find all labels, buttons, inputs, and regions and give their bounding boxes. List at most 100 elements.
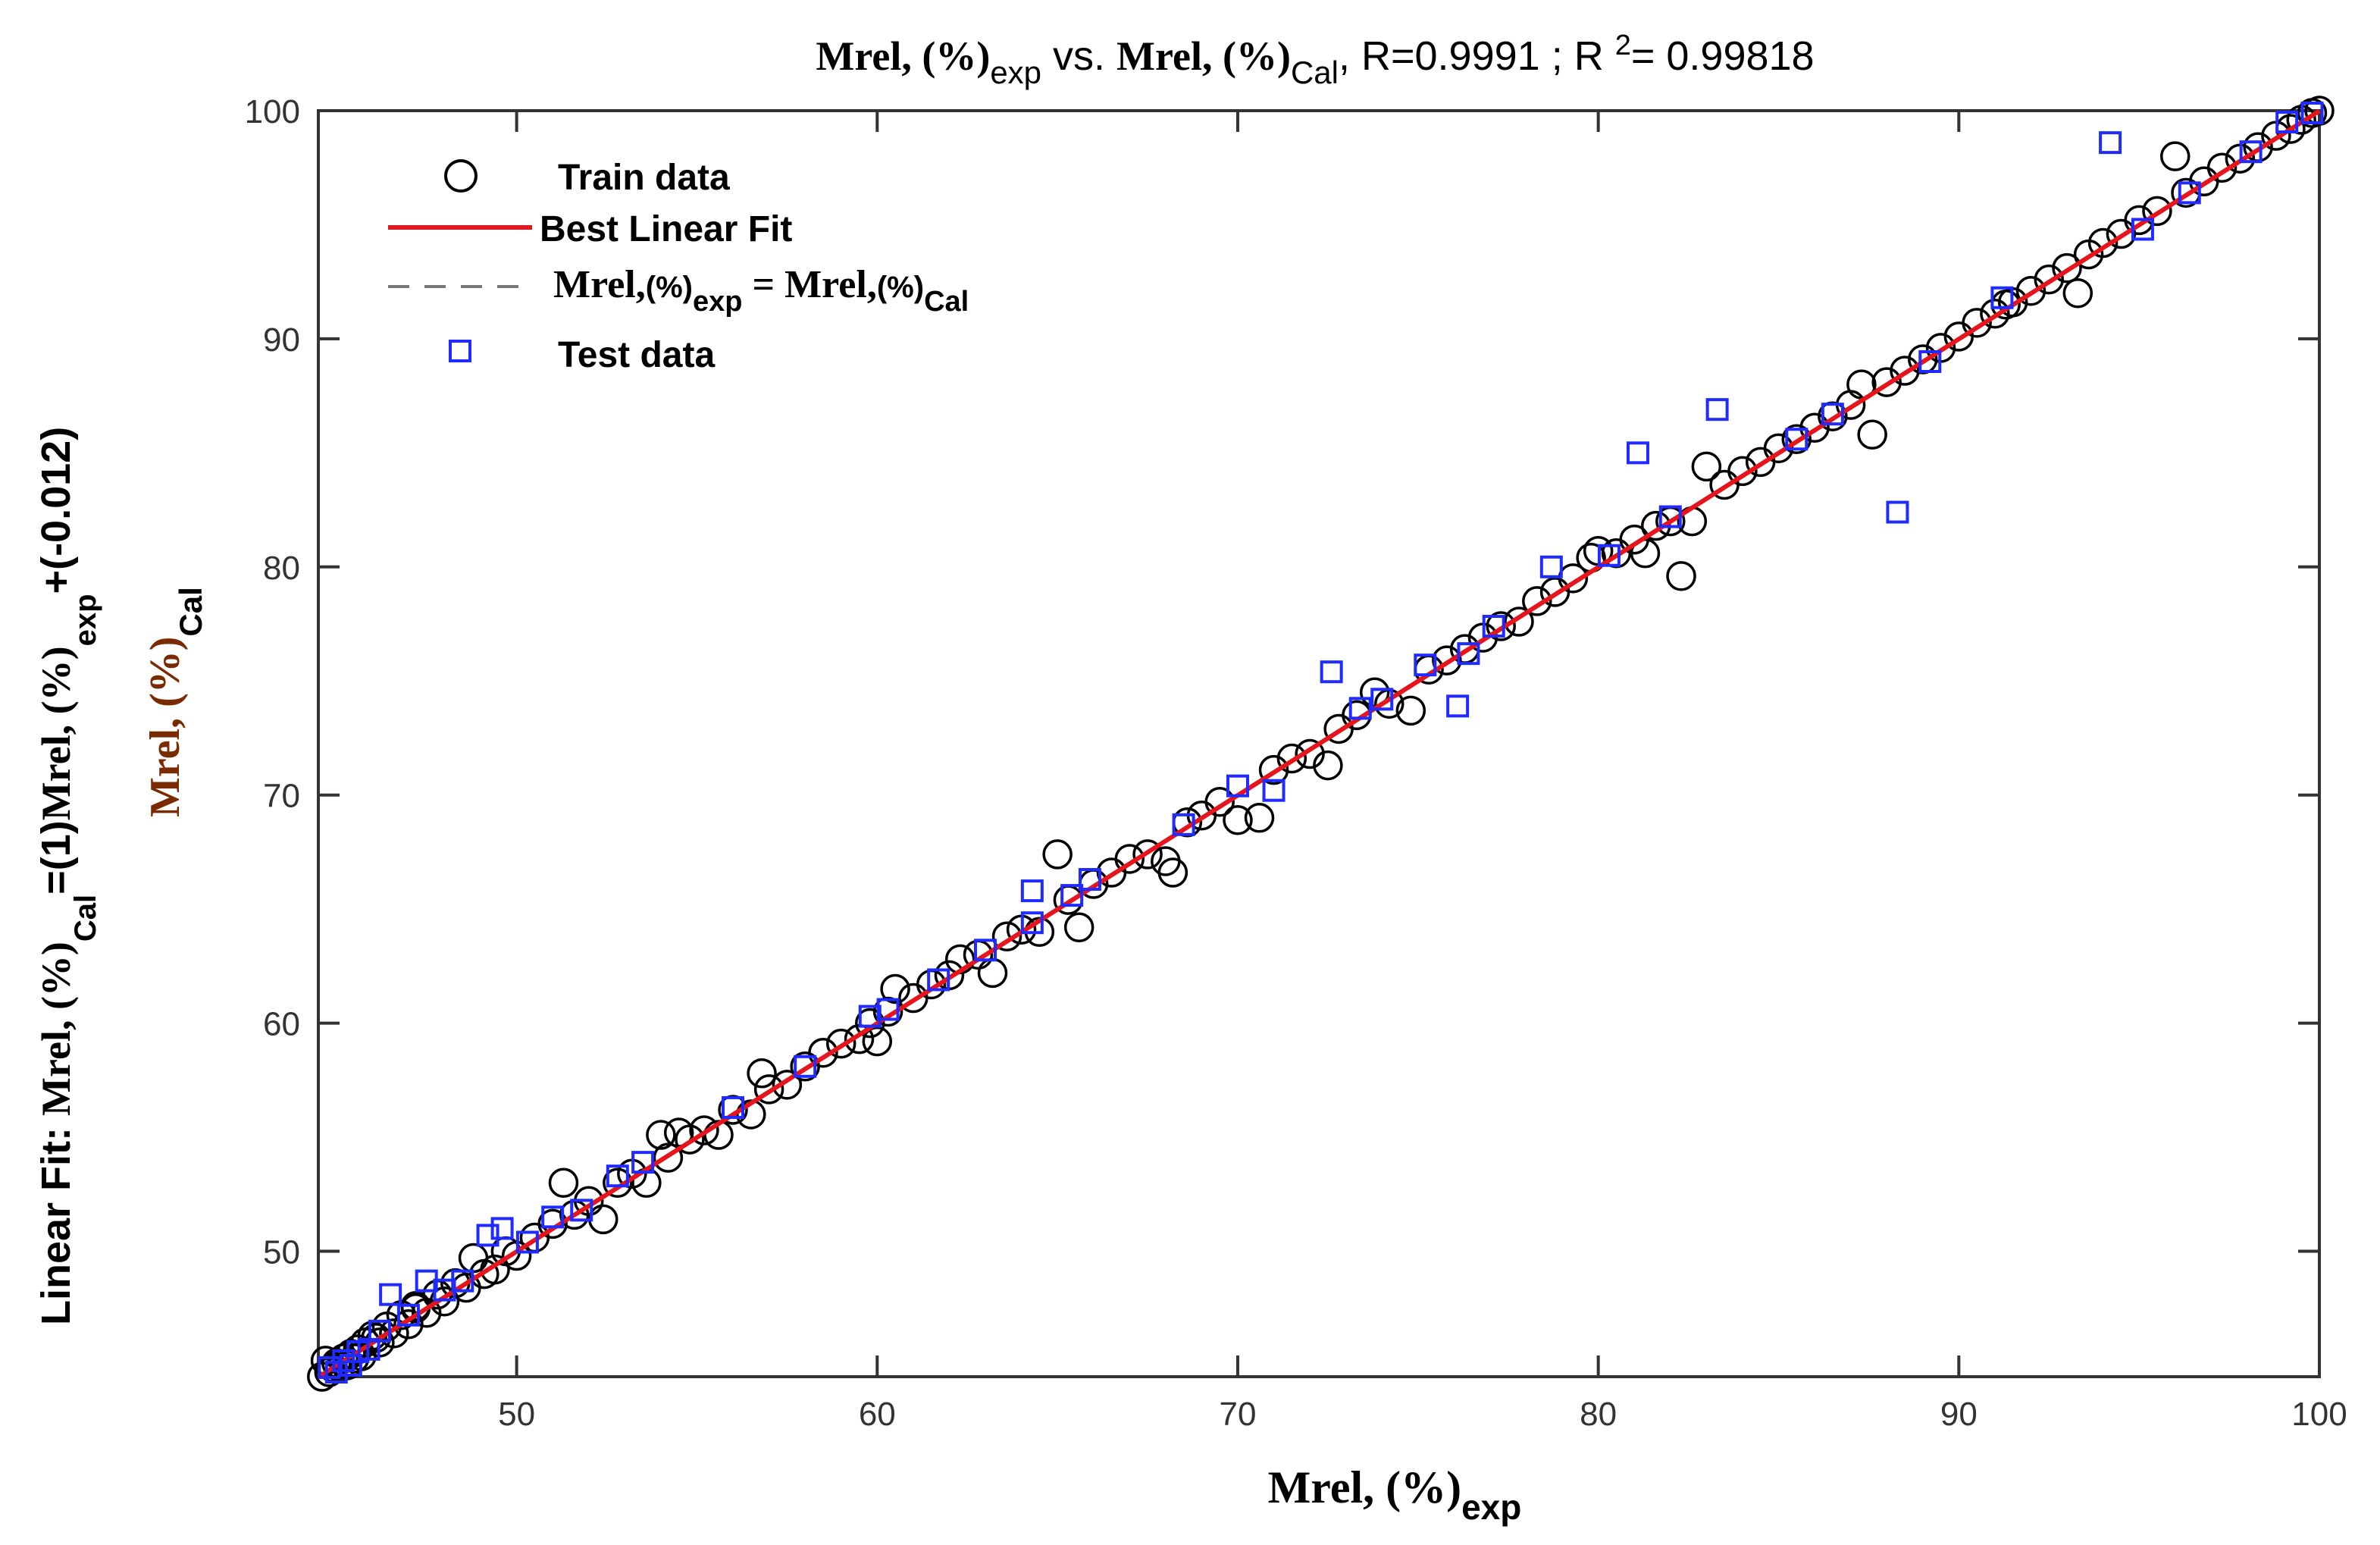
train-point bbox=[1522, 586, 1552, 616]
train-point bbox=[747, 1058, 777, 1089]
x-axis-label: Mrel, (%)exp bbox=[1268, 1462, 1522, 1527]
test-point bbox=[541, 1205, 565, 1229]
test-point bbox=[1482, 615, 1505, 638]
y-tick-label: 60 bbox=[263, 1006, 300, 1043]
train-point bbox=[808, 1037, 838, 1068]
train-point bbox=[1244, 803, 1275, 833]
train-point bbox=[480, 1254, 510, 1285]
train-point bbox=[2206, 152, 2238, 183]
test-point bbox=[1539, 555, 1563, 578]
test-point bbox=[1060, 884, 1084, 907]
test-point bbox=[1705, 398, 1729, 422]
train-point bbox=[1857, 419, 1887, 450]
train-point bbox=[1223, 805, 1253, 835]
train-point bbox=[1204, 786, 1235, 817]
train-point bbox=[1114, 844, 1145, 874]
legend-test-label: Test data bbox=[558, 335, 715, 375]
test-point bbox=[1626, 441, 1649, 465]
train-point bbox=[880, 973, 910, 1004]
train-point bbox=[2159, 141, 2191, 171]
train-point bbox=[1132, 839, 1163, 870]
test-point bbox=[379, 1283, 402, 1306]
legend-test-marker bbox=[449, 340, 471, 362]
test-point bbox=[2131, 218, 2154, 241]
test-point bbox=[1414, 653, 1437, 677]
legend: Train data Best Linear Fit Mrel,(%)exp =… bbox=[388, 158, 969, 375]
train-point bbox=[1313, 750, 1343, 781]
train-point bbox=[1691, 451, 1722, 482]
test-point bbox=[1886, 500, 1909, 524]
x-tick-label: 100 bbox=[2291, 1396, 2347, 1433]
legend-ideal-label: Mrel,(%)exp = Mrel,(%)Cal bbox=[553, 263, 969, 318]
y-axis-label-line1: Linear Fit: Mrel, (%)Cal=(1)Mrel, (%)exp… bbox=[33, 427, 102, 1325]
test-point bbox=[1597, 544, 1621, 567]
test-point bbox=[2275, 111, 2299, 134]
train-point bbox=[1395, 695, 1426, 726]
train-point bbox=[1799, 412, 1830, 443]
x-tick-label: 80 bbox=[1580, 1396, 1617, 1433]
test-point bbox=[1370, 688, 1394, 711]
train-point bbox=[1042, 839, 1073, 870]
test-point bbox=[1226, 774, 1249, 798]
x-tick-label: 70 bbox=[1219, 1396, 1256, 1433]
test-point bbox=[927, 968, 950, 992]
y-tick-label: 80 bbox=[263, 550, 300, 587]
test-point bbox=[368, 1319, 391, 1343]
train-point bbox=[689, 1115, 719, 1145]
train-point bbox=[2015, 275, 2046, 306]
test-point bbox=[2300, 102, 2324, 125]
test-point bbox=[1821, 403, 1844, 426]
train-point bbox=[653, 1142, 684, 1173]
test-point bbox=[490, 1217, 514, 1240]
train-point bbox=[1486, 611, 1516, 641]
y-tick-label: 90 bbox=[263, 321, 300, 359]
train-point bbox=[1727, 456, 1758, 487]
train-point bbox=[379, 1318, 409, 1349]
test-point bbox=[1262, 779, 1286, 802]
test-point bbox=[631, 1151, 655, 1174]
train-point bbox=[862, 1026, 893, 1057]
test-point bbox=[794, 1055, 817, 1078]
train-point bbox=[548, 1167, 579, 1198]
test-point bbox=[570, 1199, 593, 1222]
test-point bbox=[476, 1224, 499, 1247]
test-point bbox=[515, 1230, 539, 1254]
train-point bbox=[1276, 743, 1307, 774]
train-point bbox=[2062, 277, 2093, 309]
train-point bbox=[2142, 196, 2172, 227]
train-point bbox=[393, 1309, 424, 1340]
train-point bbox=[753, 1074, 784, 1105]
train-point bbox=[1558, 563, 1589, 594]
train-point bbox=[429, 1286, 460, 1317]
train-point bbox=[1781, 424, 1812, 455]
train-point bbox=[646, 1120, 676, 1150]
test-point bbox=[1078, 868, 1101, 892]
test-point bbox=[318, 1355, 341, 1379]
test-point bbox=[324, 1360, 348, 1384]
test-point bbox=[2178, 181, 2201, 205]
test-point bbox=[451, 1269, 474, 1293]
test-point bbox=[974, 939, 997, 962]
train-point bbox=[855, 1008, 885, 1039]
test-point bbox=[1446, 694, 1470, 718]
train-point bbox=[991, 921, 1022, 952]
test-point bbox=[2239, 140, 2263, 164]
train-point bbox=[1157, 857, 1188, 888]
test-point bbox=[722, 1095, 745, 1119]
train-point bbox=[2087, 227, 2119, 259]
axis-ticks: 50 60 70 80 90 100 50 60 70 80 90 100 bbox=[245, 93, 2347, 1433]
train-point bbox=[1432, 645, 1462, 675]
train-point bbox=[1962, 308, 1992, 338]
train-point bbox=[675, 1124, 705, 1155]
train-point bbox=[825, 1028, 856, 1059]
y-tick-label: 100 bbox=[245, 93, 300, 130]
test-point bbox=[339, 1353, 362, 1377]
test-point bbox=[1020, 879, 1044, 903]
test-point bbox=[1020, 911, 1044, 935]
legend-train-marker bbox=[444, 159, 478, 193]
y-axis-label-line2: Mrel, (%)Cal bbox=[142, 587, 208, 817]
x-tick-label: 50 bbox=[498, 1396, 535, 1433]
test-data-points bbox=[318, 102, 2324, 1384]
y-tick-label: 50 bbox=[263, 1234, 300, 1271]
